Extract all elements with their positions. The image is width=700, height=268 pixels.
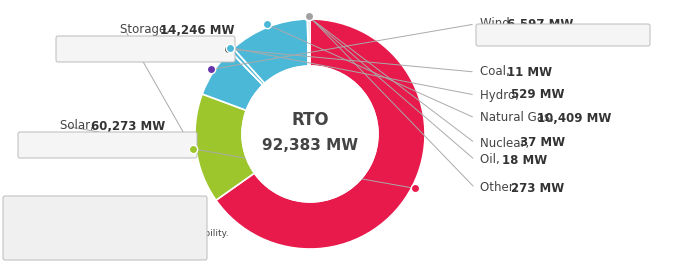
Circle shape xyxy=(242,66,378,202)
FancyBboxPatch shape xyxy=(18,132,197,158)
Text: 18 MW: 18 MW xyxy=(502,154,547,166)
Text: Solar,: Solar, xyxy=(60,120,97,132)
Text: 37 MW: 37 MW xyxy=(520,136,565,150)
Text: Nameplate Capacity, 99,241 MW *: Nameplate Capacity, 99,241 MW * xyxy=(33,140,182,150)
Wedge shape xyxy=(202,51,262,110)
FancyBboxPatch shape xyxy=(476,24,650,46)
Text: 92,383 MW: 92,383 MW xyxy=(262,139,358,154)
Wedge shape xyxy=(233,19,309,83)
Text: Wind,: Wind, xyxy=(480,17,517,31)
Text: Other,: Other, xyxy=(480,181,522,195)
Wedge shape xyxy=(216,19,425,249)
Text: Nuclear,: Nuclear, xyxy=(480,136,533,150)
Wedge shape xyxy=(230,48,265,85)
Text: Storage,: Storage, xyxy=(120,24,174,36)
Text: Natural Gas,: Natural Gas, xyxy=(480,111,558,125)
Text: Oil,: Oil, xyxy=(480,154,503,166)
Wedge shape xyxy=(230,51,263,85)
Wedge shape xyxy=(307,19,309,66)
Wedge shape xyxy=(308,19,310,66)
Text: 529 MW: 529 MW xyxy=(511,88,564,102)
Text: *Note:  Nameplate Capacity represents a
  generator's rated full power output ca: *Note: Nameplate Capacity represents a g… xyxy=(14,218,229,238)
Wedge shape xyxy=(195,94,254,200)
FancyBboxPatch shape xyxy=(3,196,207,260)
Text: Nameplate Capacity, 30,078 MW: Nameplate Capacity, 30,078 MW xyxy=(494,31,632,39)
Text: 14,246 MW: 14,246 MW xyxy=(160,24,234,36)
Text: 60,273 MW: 60,273 MW xyxy=(91,120,165,132)
Text: 273 MW: 273 MW xyxy=(511,181,564,195)
Text: 10,409 MW: 10,409 MW xyxy=(538,111,612,125)
Text: 6,597 MW: 6,597 MW xyxy=(507,17,573,31)
Wedge shape xyxy=(308,19,309,66)
Text: 11 MW: 11 MW xyxy=(507,65,552,79)
Text: Coal,: Coal, xyxy=(480,65,514,79)
FancyBboxPatch shape xyxy=(56,36,235,62)
Text: Hydro,: Hydro, xyxy=(480,88,523,102)
Text: Nameplate Capacity, 18,539 MW *: Nameplate Capacity, 18,539 MW * xyxy=(71,44,220,54)
Text: RTO: RTO xyxy=(291,111,329,129)
